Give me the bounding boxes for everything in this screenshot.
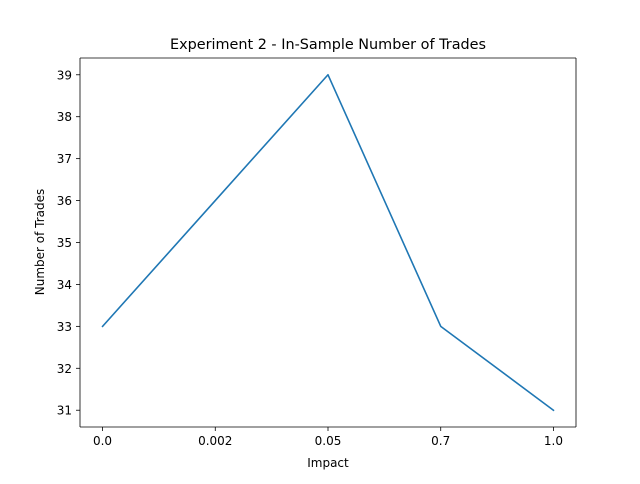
y-tick-label-9: 39 (57, 68, 72, 82)
y-tick-label-7: 37 (57, 152, 72, 166)
x-tick-label-3: 0.05 (315, 434, 342, 448)
y-tick-label-4: 34 (57, 278, 72, 292)
plot-area: 0.0 0.002 0.05 0.7 1.0 31 32 33 34 35 36 37 38 39 (57, 57, 577, 448)
y-tick-label-2: 32 (57, 362, 72, 376)
x-tick-label-2: 0.002 (198, 434, 232, 448)
y-tick-label-8: 38 (57, 110, 72, 124)
y-axis-label: Number of Trades (33, 189, 47, 296)
chart-title: Experiment 2 - In-Sample Number of Trade… (170, 37, 486, 53)
y-tick-label-1: 31 (57, 404, 72, 418)
y-tick-label-3: 33 (57, 320, 72, 334)
x-axis-label: Impact (307, 456, 349, 470)
series-line-1 (101, 73, 555, 412)
x-tick-label-4: 0.7 (431, 434, 450, 448)
x-tick-label-5: 1.0 (544, 434, 563, 448)
y-tick-label-5: 35 (57, 236, 72, 250)
x-tick-label-1: 0.0 (93, 434, 112, 448)
y-tick-label-6: 36 (57, 194, 72, 208)
